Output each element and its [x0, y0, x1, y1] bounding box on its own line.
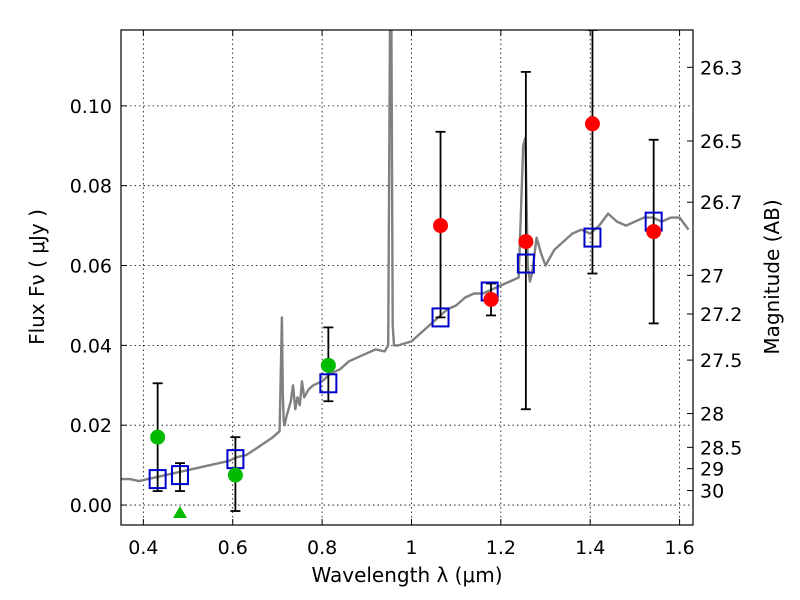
y-tick-label: 0.04: [70, 335, 112, 357]
x-axis-ticks: 0.4 0.6 0.8 1 1.2 1.4 1.6: [128, 30, 695, 559]
y-tick-label: 0.06: [70, 256, 112, 278]
magnitude-tick-label: 27.2: [700, 304, 742, 326]
y-axis-ticks: 0.00 0.02 0.04 0.06 0.08 0.10: [70, 96, 127, 517]
model-photometry-square: [148, 469, 167, 490]
green-observation-point: [227, 467, 243, 483]
x-tick-label: 1.4: [575, 537, 605, 559]
magnitude-tick-label: 26.7: [700, 192, 742, 214]
green-observation-point: [320, 357, 336, 373]
x-tick-label: 0.8: [307, 537, 337, 559]
x-tick-label: 0.6: [218, 537, 248, 559]
red-observation-point: [483, 291, 499, 307]
x-tick-label: 1: [405, 537, 417, 559]
red-observation-point: [433, 218, 449, 234]
green-upper-limit-triangle: [172, 506, 187, 519]
y-tick-label: 0.08: [70, 176, 112, 198]
data-marks-unclipped: [172, 506, 187, 519]
x-tick-label: 1.6: [664, 537, 694, 559]
red-observation-point: [584, 116, 600, 132]
magnitude-tick-label: 28.5: [700, 437, 742, 459]
y-tick-label: 0.02: [70, 415, 112, 437]
model-photometry-square: [319, 373, 338, 394]
magnitude-axis-title: Magnitude (AB): [760, 199, 784, 354]
magnitude-tick-label: 28: [700, 404, 724, 426]
green-observation-point: [150, 429, 166, 445]
magnitude-tick-label: 26.5: [700, 131, 742, 153]
red-observation-point: [646, 224, 662, 240]
y-axis-title: Flux Fν ( μJy ): [25, 209, 49, 345]
magnitude-tick-label: 29: [700, 459, 724, 481]
magnitude-tick-label: 30: [700, 481, 724, 503]
x-tick-label: 1.2: [486, 537, 516, 559]
magnitude-tick-label: 26.3: [700, 57, 742, 79]
model-photometry-square: [431, 307, 450, 328]
x-tick-label: 0.4: [128, 537, 158, 559]
magnitude-tick-label: 27: [700, 265, 724, 287]
plot-background: [121, 30, 693, 525]
model-spectrum-line: [121, 30, 690, 483]
model-photometry-square: [170, 465, 189, 486]
plot-frame: [120, 29, 694, 526]
magnitude-tick-label: 27.5: [700, 350, 742, 372]
model-photometry-square: [583, 227, 602, 248]
grid: [121, 30, 693, 525]
y-tick-label: 0.10: [70, 96, 112, 118]
model-photometry-square: [516, 253, 535, 274]
y-tick-label: 0.00: [70, 495, 112, 517]
x-axis-title: Wavelength λ (μm): [311, 563, 502, 587]
data-marks: [121, 30, 690, 512]
red-observation-point: [518, 234, 534, 250]
